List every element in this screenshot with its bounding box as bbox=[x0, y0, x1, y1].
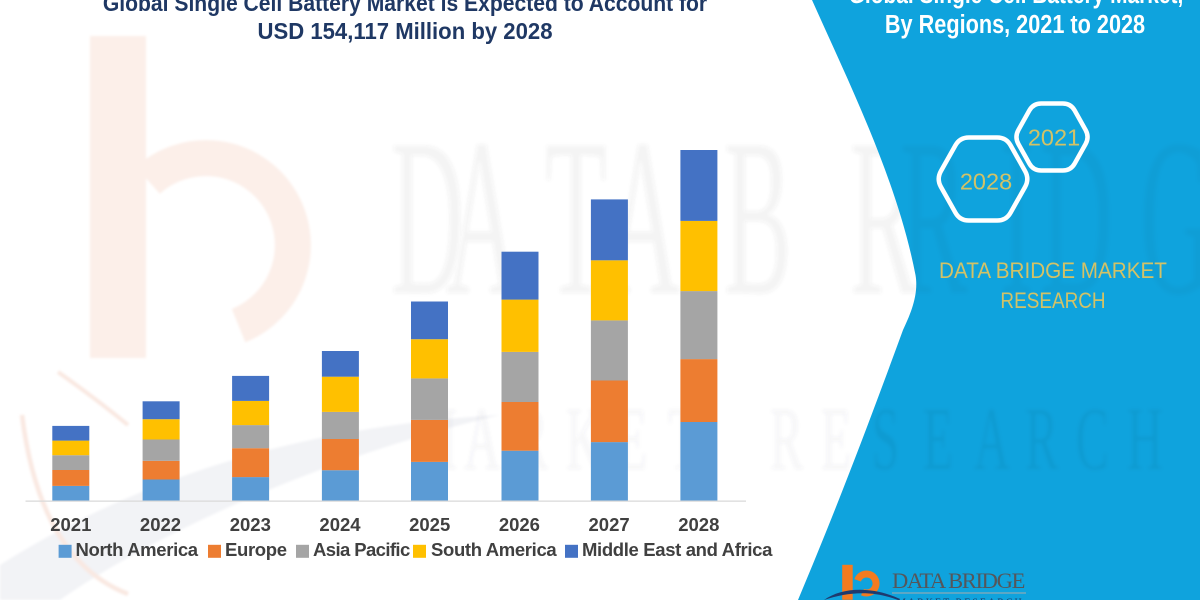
svg-text:2021: 2021 bbox=[1028, 124, 1080, 150]
svg-text:DATA BRIDGE: DATA BRIDGE bbox=[892, 568, 1025, 593]
svg-text:MARKET RESEARCH: MARKET RESEARCH bbox=[897, 597, 1024, 600]
svg-text:2028: 2028 bbox=[960, 168, 1012, 194]
svg-text:MARKETRESEARCH: MARKETRESEARCH bbox=[413, 388, 1163, 488]
